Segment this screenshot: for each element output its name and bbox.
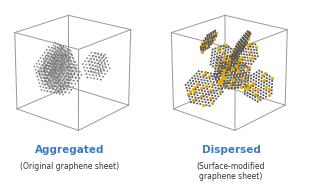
Text: (Original graphene sheet): (Original graphene sheet)	[20, 162, 119, 171]
Text: (Surface-modified
graphene sheet): (Surface-modified graphene sheet)	[197, 162, 265, 181]
Text: Aggregated: Aggregated	[35, 145, 104, 155]
Text: Dispersed: Dispersed	[202, 145, 260, 155]
